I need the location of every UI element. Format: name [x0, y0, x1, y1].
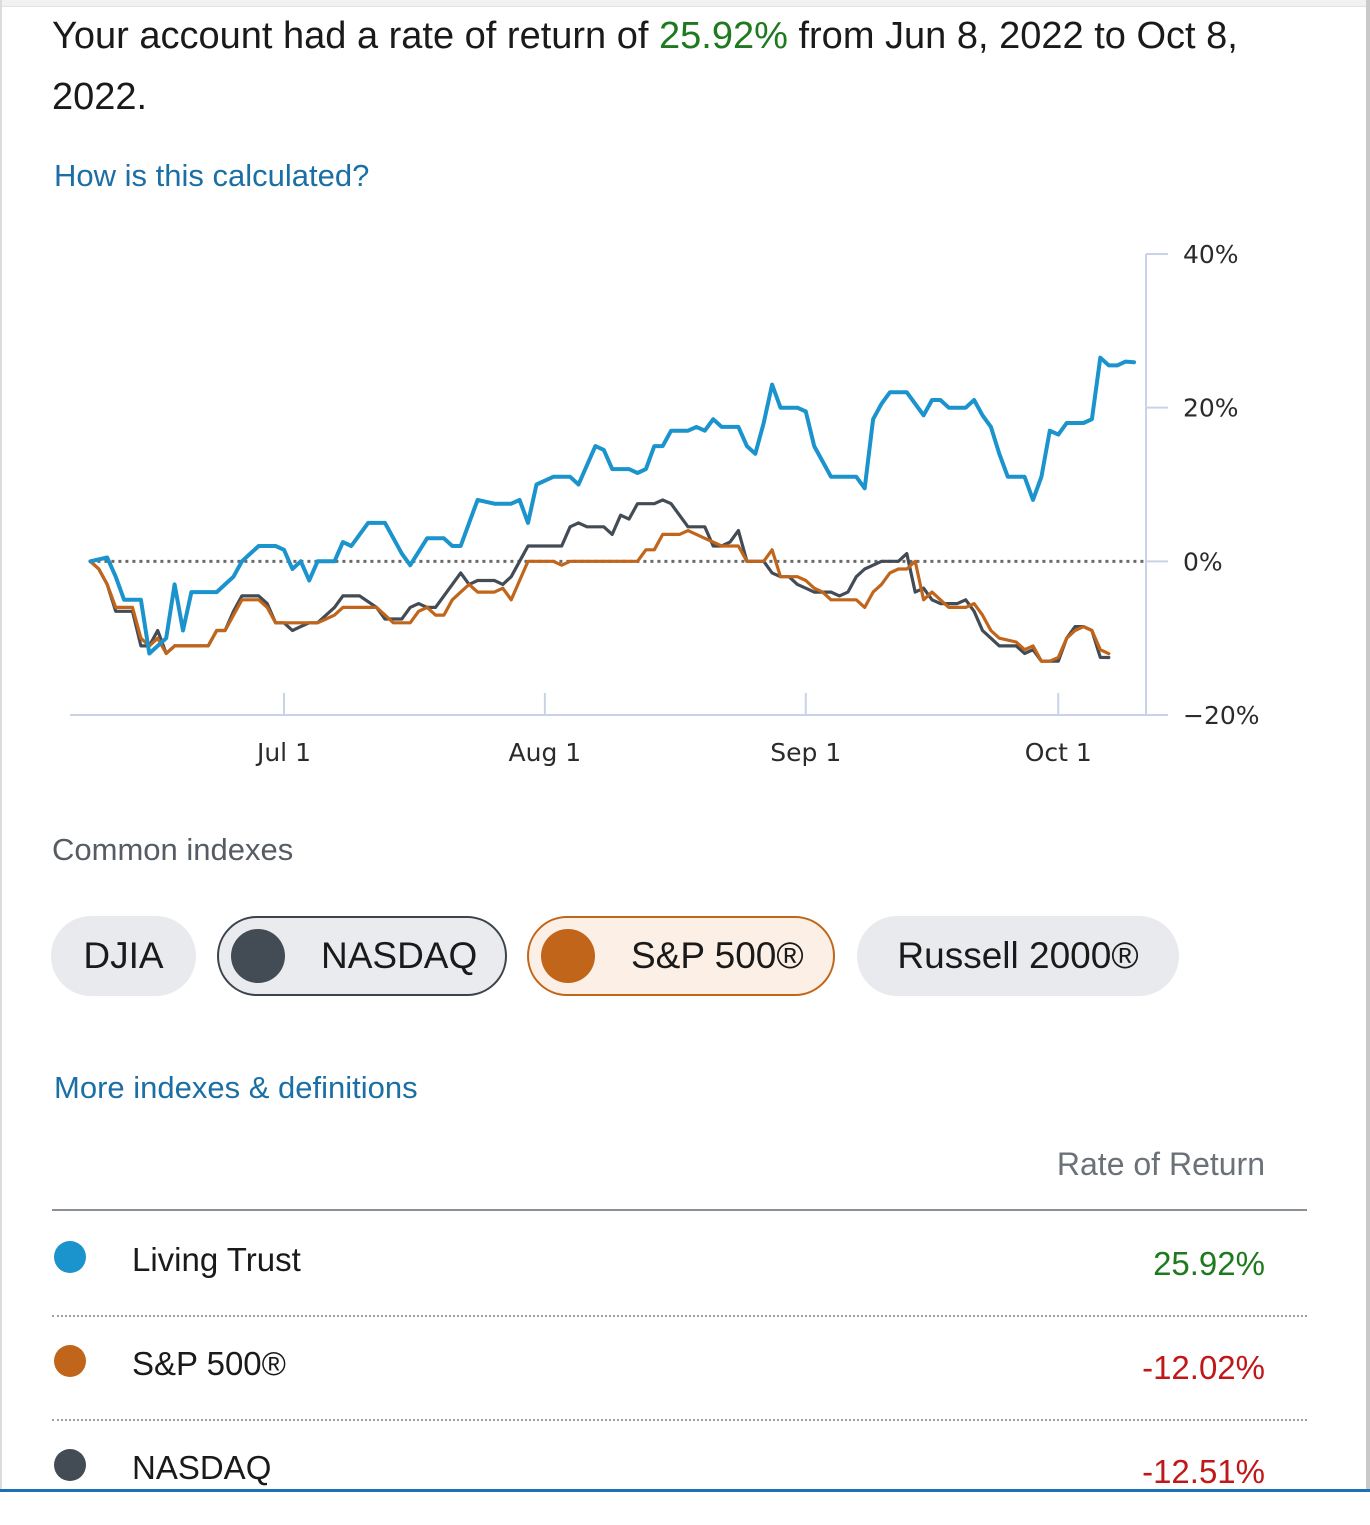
sp500-dot-icon [54, 1345, 86, 1377]
rate-of-return-chart: 40% 20% 0% −20% Jul 1 Aug 1 Sep 1 Oct 1 [70, 240, 1260, 767]
y-tick-label: 40% [1183, 240, 1239, 269]
summary-suffix: from Jun 8, 2022 to Oct 8, 2022. [52, 15, 1238, 118]
series-line-nasdaq [88, 498, 1111, 663]
row-name: S&P 500® [132, 1345, 286, 1382]
y-tick-label: −20% [1183, 701, 1260, 730]
how-calculated-link[interactable]: How is this calculated? [54, 158, 370, 193]
summary-prefix: Your account had a rate of return of [52, 15, 649, 57]
sp500-color-dot-icon [541, 929, 595, 983]
chart-series [88, 355, 1136, 663]
index-chip-russell2000[interactable]: Russell 2000® [857, 916, 1179, 996]
index-chip-russell-label: Russell 2000® [897, 935, 1139, 976]
nasdaq-color-dot-icon [231, 929, 285, 983]
series-line-living-trust [88, 355, 1136, 656]
nasdaq-dot-icon [54, 1449, 86, 1481]
x-tick-label: Jul 1 [255, 738, 311, 767]
chart-tick-labels: 40% 20% 0% −20% Jul 1 Aug 1 Sep 1 Oct 1 [255, 240, 1260, 767]
return-summary: Your account had a rate of return of 25.… [52, 6, 1312, 128]
index-chip-sp500[interactable]: S&P 500® [527, 916, 835, 996]
window-top-edge [0, 0, 1370, 7]
x-tick-label: Aug 1 [509, 738, 582, 767]
common-indexes-title: Common indexes [52, 832, 294, 867]
row-divider [52, 1419, 1307, 1421]
y-tick-label: 0% [1183, 547, 1223, 576]
table-header-divider [52, 1209, 1307, 1211]
y-tick-label: 20% [1183, 394, 1239, 423]
more-indexes-link[interactable]: More indexes & definitions [54, 1070, 418, 1105]
table-row: S&P 500® -12.02% [52, 1317, 1307, 1421]
x-tick-label: Oct 1 [1025, 738, 1092, 767]
index-chip-djia[interactable]: DJIA [51, 916, 196, 996]
index-chip-nasdaq[interactable]: NASDAQ [217, 916, 507, 996]
rate-of-return-header: Rate of Return [1056, 1146, 1265, 1182]
row-value: -12.51% [1142, 1453, 1265, 1490]
index-chip-sp500-label: S&P 500® [631, 935, 804, 976]
window-bottom-edge [0, 1489, 1370, 1492]
series-line-s-p-500 [88, 529, 1111, 663]
row-name: Living Trust [132, 1241, 301, 1278]
row-divider [52, 1315, 1307, 1317]
index-chip-nasdaq-label: NASDAQ [321, 935, 478, 976]
window-left-edge [0, 0, 2, 1492]
table-row: NASDAQ -12.51% [52, 1421, 1307, 1525]
window-right-edge [1366, 0, 1370, 1492]
x-tick-label: Sep 1 [770, 738, 841, 767]
index-chip-djia-label: DJIA [83, 935, 164, 976]
summary-rate: 25.92% [659, 15, 788, 57]
row-value: 25.92% [1153, 1245, 1265, 1282]
living-trust-dot-icon [54, 1241, 86, 1273]
row-value: -12.02% [1142, 1349, 1265, 1386]
table-row: Living Trust 25.92% [52, 1213, 1307, 1317]
row-name: NASDAQ [132, 1449, 272, 1486]
